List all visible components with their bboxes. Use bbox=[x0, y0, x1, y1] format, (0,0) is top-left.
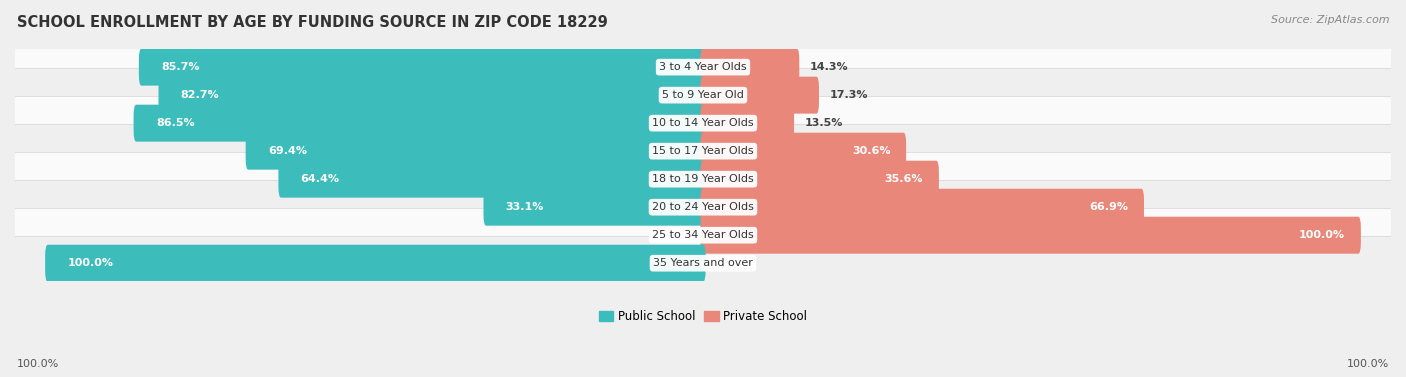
Text: 69.4%: 69.4% bbox=[269, 146, 307, 156]
FancyBboxPatch shape bbox=[11, 180, 1395, 234]
Text: 14.3%: 14.3% bbox=[810, 62, 848, 72]
Text: 100.0%: 100.0% bbox=[67, 258, 114, 268]
FancyBboxPatch shape bbox=[11, 124, 1395, 178]
FancyBboxPatch shape bbox=[246, 133, 706, 170]
Text: 25 to 34 Year Olds: 25 to 34 Year Olds bbox=[652, 230, 754, 240]
FancyBboxPatch shape bbox=[484, 189, 706, 226]
FancyBboxPatch shape bbox=[11, 152, 1395, 206]
Text: 85.7%: 85.7% bbox=[162, 62, 200, 72]
Text: 100.0%: 100.0% bbox=[1299, 230, 1346, 240]
FancyBboxPatch shape bbox=[134, 105, 706, 142]
Text: 17.3%: 17.3% bbox=[830, 90, 868, 100]
FancyBboxPatch shape bbox=[11, 68, 1395, 122]
Text: SCHOOL ENROLLMENT BY AGE BY FUNDING SOURCE IN ZIP CODE 18229: SCHOOL ENROLLMENT BY AGE BY FUNDING SOUR… bbox=[17, 15, 607, 30]
Text: 3 to 4 Year Olds: 3 to 4 Year Olds bbox=[659, 62, 747, 72]
Text: 64.4%: 64.4% bbox=[301, 174, 340, 184]
Text: 15 to 17 Year Olds: 15 to 17 Year Olds bbox=[652, 146, 754, 156]
FancyBboxPatch shape bbox=[700, 77, 818, 113]
FancyBboxPatch shape bbox=[700, 105, 794, 142]
Text: 33.1%: 33.1% bbox=[506, 202, 544, 212]
Text: 86.5%: 86.5% bbox=[156, 118, 194, 128]
FancyBboxPatch shape bbox=[139, 49, 706, 86]
Legend: Public School, Private School: Public School, Private School bbox=[595, 307, 811, 326]
Text: 82.7%: 82.7% bbox=[181, 90, 219, 100]
FancyBboxPatch shape bbox=[11, 236, 1395, 290]
Text: 66.9%: 66.9% bbox=[1090, 202, 1128, 212]
FancyBboxPatch shape bbox=[700, 133, 905, 170]
Text: 100.0%: 100.0% bbox=[1347, 359, 1389, 369]
FancyBboxPatch shape bbox=[700, 161, 939, 198]
FancyBboxPatch shape bbox=[45, 245, 706, 282]
Text: 100.0%: 100.0% bbox=[17, 359, 59, 369]
Text: Source: ZipAtlas.com: Source: ZipAtlas.com bbox=[1271, 15, 1389, 25]
FancyBboxPatch shape bbox=[700, 189, 1144, 226]
FancyBboxPatch shape bbox=[700, 49, 800, 86]
FancyBboxPatch shape bbox=[11, 96, 1395, 150]
Text: 35.6%: 35.6% bbox=[884, 174, 924, 184]
Text: 30.6%: 30.6% bbox=[852, 146, 890, 156]
Text: 10 to 14 Year Olds: 10 to 14 Year Olds bbox=[652, 118, 754, 128]
FancyBboxPatch shape bbox=[11, 40, 1395, 94]
Text: 35 Years and over: 35 Years and over bbox=[652, 258, 754, 268]
FancyBboxPatch shape bbox=[700, 217, 1361, 254]
FancyBboxPatch shape bbox=[11, 208, 1395, 262]
Text: 13.5%: 13.5% bbox=[804, 118, 844, 128]
Text: 18 to 19 Year Olds: 18 to 19 Year Olds bbox=[652, 174, 754, 184]
Text: 5 to 9 Year Old: 5 to 9 Year Old bbox=[662, 90, 744, 100]
Text: 20 to 24 Year Olds: 20 to 24 Year Olds bbox=[652, 202, 754, 212]
FancyBboxPatch shape bbox=[159, 77, 706, 113]
FancyBboxPatch shape bbox=[278, 161, 706, 198]
